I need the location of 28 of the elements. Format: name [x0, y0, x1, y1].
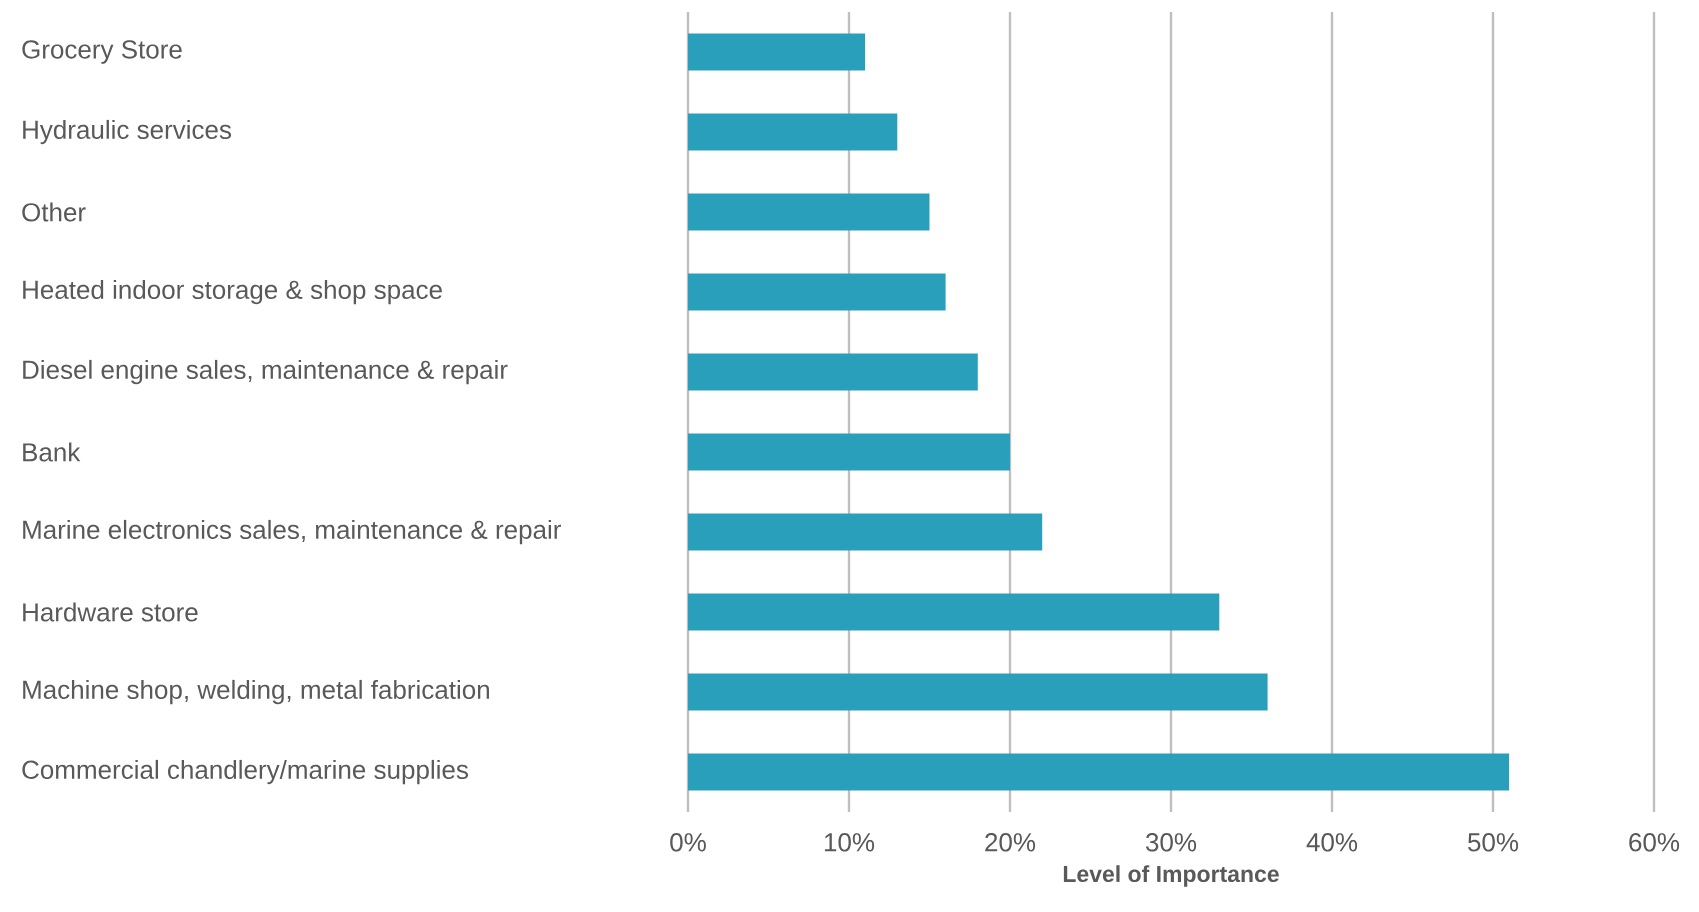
y-tick-label: Other: [22, 202, 86, 222]
x-tick-label: 0%: [670, 833, 706, 852]
y-tick-label: Bank: [23, 442, 81, 462]
bar: [688, 353, 978, 391]
bar: [688, 33, 866, 71]
x-tick-label: 60%: [1629, 833, 1680, 852]
bar: [688, 273, 946, 311]
y-tick-label: Hardware store: [23, 602, 198, 622]
x-tick-label: 20%: [985, 833, 1036, 852]
y-tick-label: Marine electronics sales, maintenance & repair: [23, 519, 561, 545]
y-tick-label: Commercial chandlery/marine supplies: [22, 759, 468, 785]
bar: [688, 513, 1043, 551]
bar: [688, 433, 1010, 471]
y-tick-label: Grocery Store: [22, 40, 182, 64]
y-tick-label: Machine shop, welding, metal fabrication: [23, 679, 489, 705]
y-tick-label: Heated indoor storage & shop space: [23, 279, 442, 305]
y-tick-label: Hydraulic services: [23, 119, 232, 145]
bar: [688, 193, 930, 231]
bar: [688, 113, 898, 151]
bar: [688, 673, 1268, 711]
x-tick-label: 10%: [824, 833, 875, 852]
bar: [688, 753, 1510, 791]
y-tick-label: Diesel engine sales, maintenance & repair: [23, 359, 508, 385]
x-tick-label: 40%: [1306, 833, 1358, 852]
x-tick-label: 50%: [1468, 833, 1519, 852]
bar: [688, 593, 1220, 631]
x-tick-label: 30%: [1145, 833, 1197, 852]
x-axis-title: Level of Importance: [1063, 865, 1279, 887]
